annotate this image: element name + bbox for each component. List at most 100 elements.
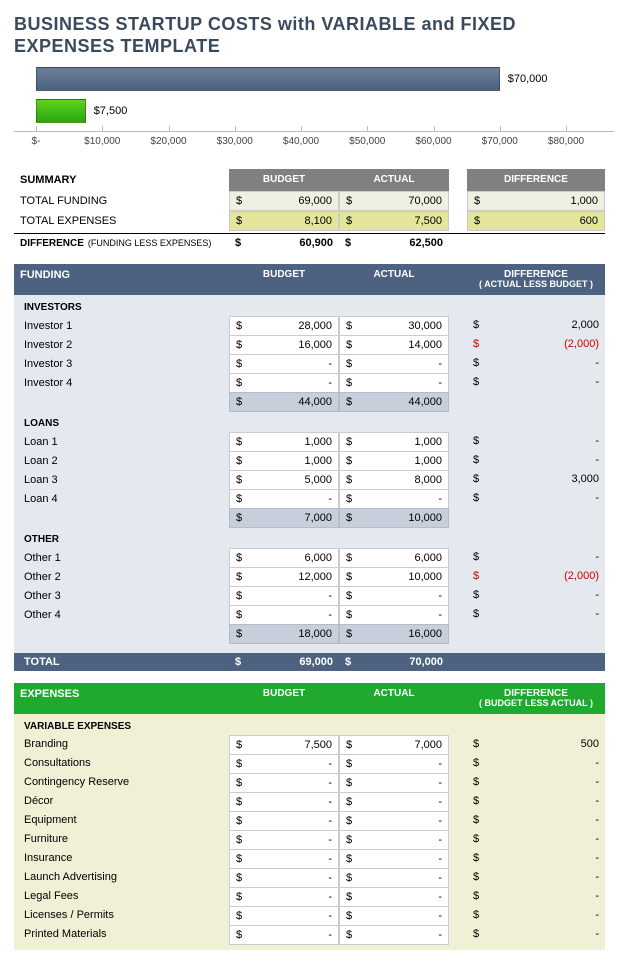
- summary-row: TOTAL EXPENSES$8,100$7,500$600: [14, 211, 605, 231]
- funding-budget-cell[interactable]: $-: [229, 586, 339, 606]
- summary-actual-cell: $7,500: [339, 211, 449, 231]
- funding-budget-cell[interactable]: $-: [229, 354, 339, 374]
- funding-actual-cell[interactable]: $10,000: [339, 567, 449, 587]
- funding-row-label: Other 4: [14, 605, 229, 624]
- expense-budget-cell[interactable]: $-: [229, 868, 339, 888]
- funding-actual-cell[interactable]: $6,000: [339, 548, 449, 568]
- expense-budget-cell[interactable]: $-: [229, 925, 339, 945]
- funding-budget-cell[interactable]: $-: [229, 489, 339, 509]
- expense-diff-cell: $-: [467, 906, 605, 926]
- funding-head-diff: DIFFERENCE ( ACTUAL LESS BUDGET ): [467, 264, 605, 295]
- expense-budget-cell[interactable]: $-: [229, 849, 339, 869]
- expense-budget-cell[interactable]: $-: [229, 811, 339, 831]
- funding-diff-cell: $(2,000): [467, 335, 605, 355]
- funding-budget-cell[interactable]: $1,000: [229, 432, 339, 452]
- funding-diff-cell: $-: [467, 451, 605, 471]
- expense-row: Contingency Reserve$-$-$-: [14, 773, 605, 792]
- expense-actual-cell[interactable]: $-: [339, 849, 449, 869]
- funding-actual-cell[interactable]: $1,000: [339, 432, 449, 452]
- expense-actual-cell[interactable]: $-: [339, 925, 449, 945]
- funding-budget-cell[interactable]: $16,000: [229, 335, 339, 355]
- expense-actual-cell[interactable]: $-: [339, 830, 449, 850]
- funding-diff-cell: $3,000: [467, 470, 605, 490]
- funding-subtotal-actual: $44,000: [339, 392, 449, 412]
- funding-row: Other 1$6,000$6,000$-: [14, 548, 605, 567]
- funding-subtotal-budget: $44,000: [229, 392, 339, 412]
- expense-budget-cell[interactable]: $-: [229, 792, 339, 812]
- expense-row-label: Décor: [14, 792, 229, 811]
- expense-row-label: Branding: [14, 735, 229, 754]
- funding-budget-cell[interactable]: $-: [229, 605, 339, 625]
- expenses-head-diff: DIFFERENCE ( BUDGET LESS ACTUAL ): [467, 683, 605, 714]
- funding-budget-cell[interactable]: $28,000: [229, 316, 339, 336]
- expense-actual-cell[interactable]: $-: [339, 868, 449, 888]
- summary-diff-cell: $1,000: [467, 191, 605, 211]
- funding-row-label: Investor 4: [14, 373, 229, 392]
- funding-budget-cell[interactable]: $5,000: [229, 470, 339, 490]
- summary-actual-cell: $70,000: [339, 191, 449, 211]
- funding-actual-cell[interactable]: $-: [339, 489, 449, 509]
- expense-row-label: Equipment: [14, 811, 229, 830]
- expense-diff-cell: $-: [467, 887, 605, 907]
- expenses-head-label: EXPENSES: [14, 683, 229, 714]
- funding-group-label: LOANS: [14, 415, 229, 432]
- axis-tick-label: $60,000: [404, 136, 464, 147]
- expense-actual-cell[interactable]: $-: [339, 792, 449, 812]
- expense-actual-cell[interactable]: $-: [339, 811, 449, 831]
- funding-actual-cell[interactable]: $-: [339, 354, 449, 374]
- funding-subtotal-row: $44,000$44,000: [14, 392, 605, 411]
- funding-budget-cell[interactable]: $1,000: [229, 451, 339, 471]
- funding-subtotal-row: $18,000$16,000: [14, 624, 605, 643]
- expense-budget-cell[interactable]: $-: [229, 906, 339, 926]
- expense-row: Licenses / Permits$-$-$-: [14, 906, 605, 925]
- funding-group-label: INVESTORS: [14, 299, 229, 316]
- expense-budget-cell[interactable]: $7,500: [229, 735, 339, 755]
- funding-budget-cell[interactable]: $6,000: [229, 548, 339, 568]
- expense-row-label: Legal Fees: [14, 887, 229, 906]
- funding-diff-cell: $-: [467, 432, 605, 452]
- expense-row: Legal Fees$-$-$-: [14, 887, 605, 906]
- funding-budget-cell[interactable]: $12,000: [229, 567, 339, 587]
- funding-actual-cell[interactable]: $30,000: [339, 316, 449, 336]
- funding-budget-cell[interactable]: $-: [229, 373, 339, 393]
- funding-diff-cell: $-: [467, 489, 605, 509]
- funding-row-label: Investor 1: [14, 316, 229, 335]
- expense-row: Printed Materials$-$-$-: [14, 925, 605, 944]
- expense-row-label: Printed Materials: [14, 925, 229, 944]
- funding-actual-cell[interactable]: $-: [339, 373, 449, 393]
- funding-row: Other 3$-$-$-: [14, 586, 605, 605]
- expense-budget-cell[interactable]: $-: [229, 830, 339, 850]
- expense-row-label: Insurance: [14, 849, 229, 868]
- expense-actual-cell[interactable]: $7,000: [339, 735, 449, 755]
- expense-row: Furniture$-$-$-: [14, 830, 605, 849]
- expense-diff-cell: $-: [467, 849, 605, 869]
- expense-budget-cell[interactable]: $-: [229, 887, 339, 907]
- axis-tick-label: $20,000: [139, 136, 199, 147]
- funding-row-label: Investor 3: [14, 354, 229, 373]
- funding-row: Loan 4$-$-$-: [14, 489, 605, 508]
- funding-group-label: OTHER: [14, 531, 229, 548]
- expenses-head-actual: ACTUAL: [339, 683, 449, 714]
- axis-tick-label: $10,000: [72, 136, 132, 147]
- chart-x-axis: $-$10,000$20,000$30,000$40,000$50,000$60…: [14, 131, 614, 159]
- summary-bottom-actual: $62,500: [339, 234, 449, 252]
- expense-actual-cell[interactable]: $-: [339, 773, 449, 793]
- expense-budget-cell[interactable]: $-: [229, 754, 339, 774]
- expense-actual-cell[interactable]: $-: [339, 754, 449, 774]
- summary-budget-cell: $69,000: [229, 191, 339, 211]
- funding-diff-cell: $-: [467, 605, 605, 625]
- funding-total-actual: $70,000: [339, 653, 449, 671]
- chart-bar-label: $7,500: [94, 105, 128, 117]
- expense-actual-cell[interactable]: $-: [339, 887, 449, 907]
- funding-section: FUNDING BUDGET ACTUAL DIFFERENCE ( ACTUA…: [14, 264, 605, 671]
- chart-bar: [36, 99, 86, 123]
- funding-diff-cell: $-: [467, 354, 605, 374]
- funding-actual-cell[interactable]: $1,000: [339, 451, 449, 471]
- funding-actual-cell[interactable]: $8,000: [339, 470, 449, 490]
- expense-budget-cell[interactable]: $-: [229, 773, 339, 793]
- expenses-group-label: VARIABLE EXPENSES: [14, 718, 229, 735]
- funding-actual-cell[interactable]: $-: [339, 586, 449, 606]
- expense-actual-cell[interactable]: $-: [339, 906, 449, 926]
- funding-actual-cell[interactable]: $-: [339, 605, 449, 625]
- funding-actual-cell[interactable]: $14,000: [339, 335, 449, 355]
